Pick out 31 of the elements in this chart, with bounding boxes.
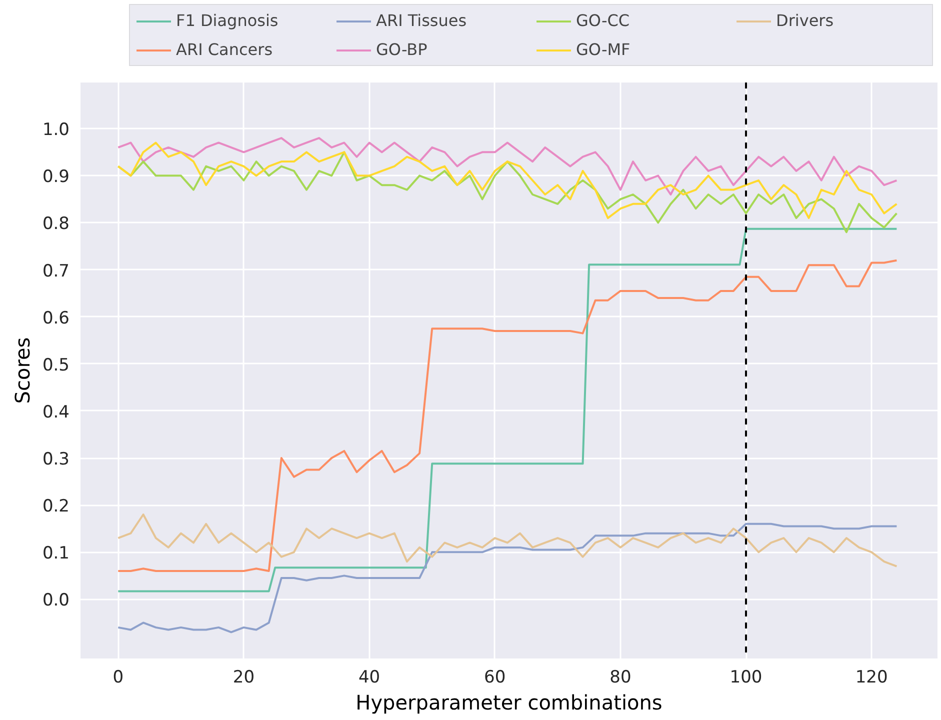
line-series: [117, 137, 898, 196]
x-axis-title: Hyperparameter combinations: [356, 690, 662, 714]
y-tick-label: 0.2: [42, 496, 70, 517]
x-tick-label: 120: [855, 668, 888, 688]
y-tick-label: 1.0: [42, 120, 70, 140]
y-tick-label: 0.8: [42, 214, 70, 234]
x-tick-label: 60: [484, 668, 506, 688]
y-tick-label: 0.1: [42, 544, 70, 564]
y-tick-label: 0.9: [42, 167, 70, 188]
x-tick-label: 80: [610, 668, 632, 688]
y-tick-label: 0.3: [42, 450, 70, 470]
y-tick-label: 0.7: [42, 261, 70, 282]
y-tick-label: 0.0: [42, 590, 70, 611]
x-tick-label: 100: [730, 668, 762, 688]
legend-label: GO-BP: [376, 40, 428, 59]
x-tick-label: 20: [232, 668, 255, 688]
legend-label: Drivers: [776, 11, 835, 30]
line-series: [117, 522, 898, 634]
legend-label: GO-CC: [576, 11, 631, 30]
line-series: [117, 514, 898, 568]
line-series: [117, 142, 898, 220]
y-tick-label: 0.4: [42, 402, 70, 422]
legend-label: GO-MF: [576, 40, 632, 59]
y-tick-label: 0.6: [42, 308, 70, 328]
x-tick-label: 0: [112, 668, 124, 688]
x-tick-label: 40: [358, 668, 380, 688]
y-tick-label: 0.5: [42, 355, 70, 376]
legend-label: ARI Cancers: [176, 40, 274, 59]
y-axis-title: Scores: [10, 337, 34, 404]
legend-label: F1 Diagnosis: [176, 11, 280, 30]
legend-label: ARI Tissues: [376, 11, 468, 30]
